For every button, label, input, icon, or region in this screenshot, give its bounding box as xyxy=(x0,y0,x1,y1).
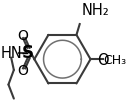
Text: S: S xyxy=(22,44,34,62)
Text: O: O xyxy=(18,63,28,77)
Text: HN–: HN– xyxy=(0,46,29,61)
Text: NH₂: NH₂ xyxy=(82,3,110,18)
Text: CH₃: CH₃ xyxy=(103,54,126,67)
Text: O: O xyxy=(98,53,109,68)
Text: O: O xyxy=(18,29,28,43)
